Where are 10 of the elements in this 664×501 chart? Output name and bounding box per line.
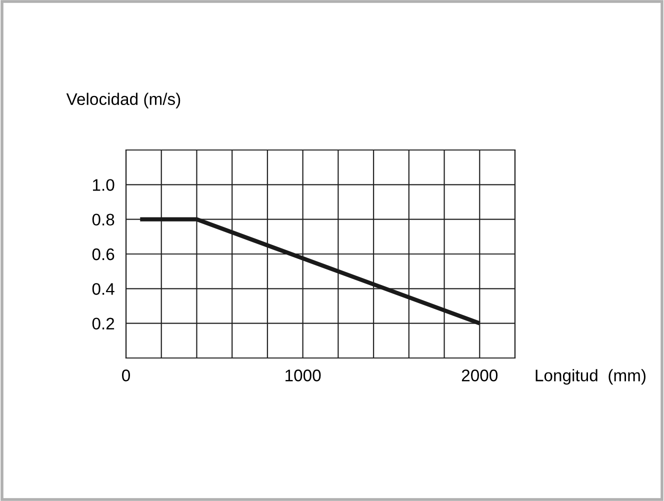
x-tick-label: 0	[122, 370, 130, 382]
x-tick-label: 2000	[462, 370, 498, 382]
y-tick-label: 1.0	[92, 179, 114, 191]
y-tick-label: 0.4	[92, 283, 114, 295]
y-tick-label: 0.8	[92, 214, 114, 226]
x-tick-label: 1000	[286, 370, 321, 382]
y-tick-label: 0.2	[92, 318, 114, 330]
y-tick-label: 0.6	[92, 248, 114, 260]
y-axis-title: Velocidad (m/s)	[66, 92, 180, 108]
x-axis-title: Longitud (mm)	[536, 369, 646, 385]
